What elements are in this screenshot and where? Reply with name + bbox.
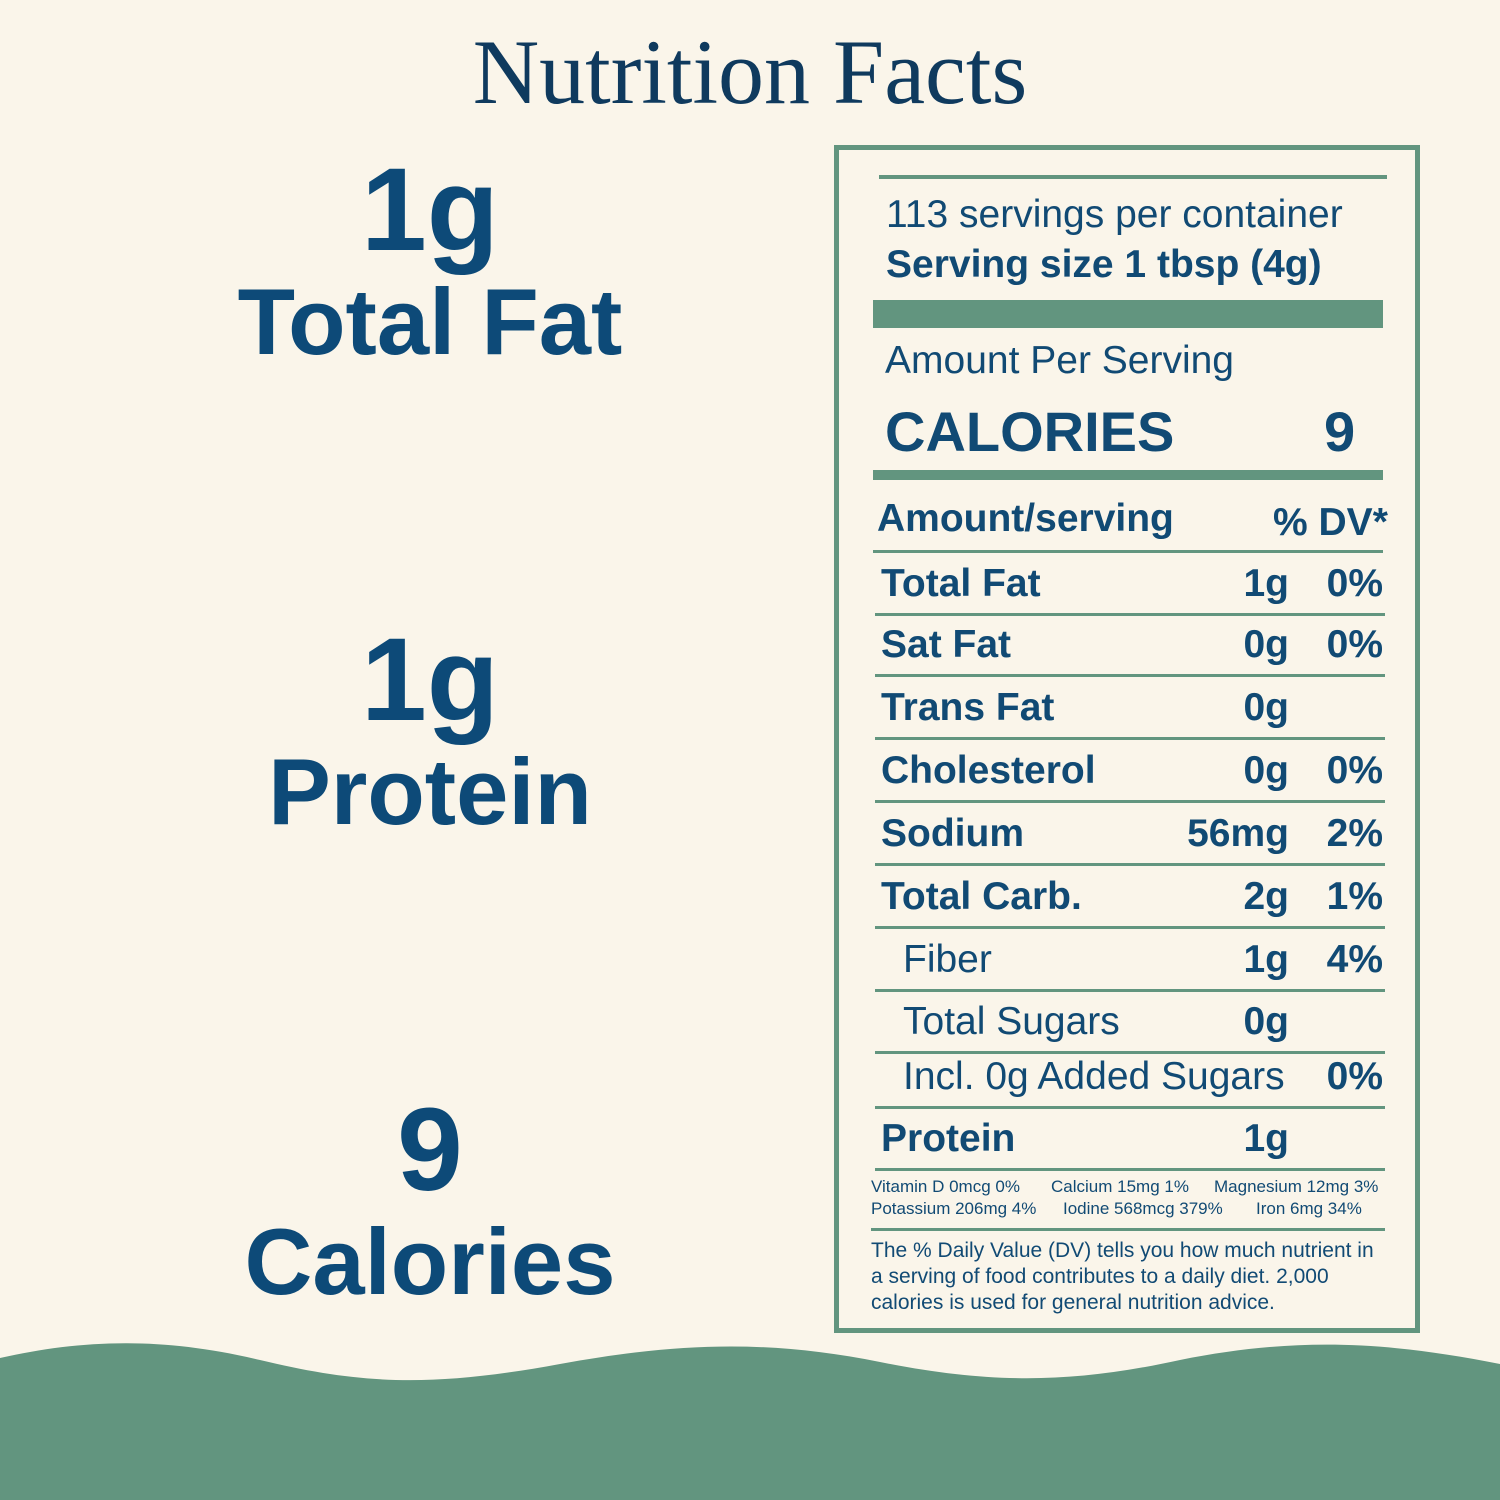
- nutrient-row-added-sugars: Incl. 0g Added Sugars 0%: [875, 1048, 1385, 1109]
- calories-label: CALORIES: [885, 400, 1175, 463]
- calcium: Calcium 15mg 1%: [1051, 1177, 1189, 1196]
- nutrient-amount: 1g: [1243, 1117, 1289, 1160]
- nutrient-dv: 0%: [1326, 562, 1383, 605]
- nutrient-dv: 0%: [1326, 623, 1383, 666]
- nutrient-row-cholesterol: Cholesterol 0g 0%: [875, 742, 1385, 803]
- footnote-rule: [871, 1228, 1385, 1231]
- highlight-calories: 9 Calories: [130, 1090, 730, 1314]
- nutrient-amount: 0g: [1243, 749, 1289, 792]
- column-header-amount: Amount/serving: [877, 497, 1174, 540]
- highlight-total-fat: 1g Total Fat: [130, 150, 730, 374]
- nutrient-dv: 0%: [1326, 749, 1383, 792]
- highlight-protein: 1g Protein: [130, 620, 730, 844]
- nutrient-name: Cholesterol: [881, 749, 1096, 792]
- servings-per-container: 113 servings per container: [886, 193, 1343, 236]
- nutrient-name: Sodium: [881, 812, 1024, 855]
- header-rule: [873, 550, 1383, 553]
- nutrient-name: Total Carb.: [881, 875, 1082, 918]
- vitamin-d: Vitamin D 0mcg 0%: [871, 1177, 1020, 1196]
- nutrient-dv: 4%: [1326, 938, 1383, 981]
- nutrient-amount: 56mg: [1187, 812, 1289, 855]
- daily-value-footnote: The % Daily Value (DV) tells you how muc…: [871, 1239, 1374, 1314]
- thick-rule: [873, 300, 1383, 328]
- nutrient-name: Total Fat: [881, 562, 1041, 605]
- iodine: Iodine 568mcg 379%: [1063, 1199, 1223, 1218]
- nutrient-amount: 1g: [1243, 938, 1289, 981]
- nutrient-row-total-fat: Total Fat 1g 0%: [875, 555, 1385, 616]
- nutrient-row-sodium: Sodium 56mg 2%: [875, 805, 1385, 866]
- nutrient-dv: 2%: [1326, 812, 1383, 855]
- nutrient-amount: 0g: [1243, 686, 1289, 729]
- nutrient-amount: 1g: [1243, 562, 1289, 605]
- nutrient-row-trans-fat: Trans Fat 0g: [875, 679, 1385, 740]
- nutrition-label-panel: 113 servings per container Serving size …: [834, 145, 1420, 1333]
- column-header-dv: % DV*: [1273, 501, 1388, 544]
- highlight-value: 1g: [361, 144, 499, 276]
- nutrient-row-sat-fat: Sat Fat 0g 0%: [875, 616, 1385, 677]
- nutrient-name: Incl. 0g Added Sugars: [903, 1055, 1285, 1098]
- nutrient-name: Trans Fat: [881, 686, 1055, 729]
- highlight-value: 9: [397, 1084, 463, 1216]
- top-rule: [879, 175, 1387, 179]
- magnesium: Magnesium 12mg 3%: [1214, 1177, 1379, 1196]
- nutrient-amount: 0g: [1243, 623, 1289, 666]
- decorative-wave: [0, 1343, 1500, 1500]
- page-title: Nutrition Facts: [472, 21, 1028, 123]
- highlight-label: Total Fat: [237, 269, 623, 374]
- nutrient-amount: 2g: [1243, 875, 1289, 918]
- amount-per-serving: Amount Per Serving: [885, 339, 1235, 382]
- nutrient-dv: 0%: [1326, 1055, 1383, 1098]
- nutrient-dv: 1%: [1326, 875, 1383, 918]
- nutrient-row-protein: Protein 1g: [875, 1110, 1385, 1171]
- nutrient-row-total-carb: Total Carb. 2g 1%: [875, 868, 1385, 929]
- nutrient-row-fiber: Fiber 1g 4%: [875, 931, 1385, 992]
- serving-size: Serving size 1 tbsp (4g): [886, 243, 1322, 286]
- iron: Iron 6mg 34%: [1256, 1199, 1362, 1218]
- vitamins-minerals: Vitamin D 0mcg 0% Calcium 15mg 1% Magnes…: [871, 1176, 1391, 1220]
- nutrient-row-total-sugars: Total Sugars 0g: [875, 993, 1385, 1054]
- nutrient-amount: 0g: [1243, 1000, 1289, 1043]
- nutrient-name: Total Sugars: [903, 1000, 1120, 1043]
- medium-rule: [873, 470, 1383, 480]
- nutrient-name: Sat Fat: [881, 623, 1012, 666]
- nutrient-name: Protein: [881, 1117, 1016, 1160]
- highlight-label: Calories: [244, 1209, 616, 1314]
- highlight-value: 1g: [361, 614, 499, 746]
- calories-value: 9: [1324, 400, 1356, 463]
- highlight-label: Protein: [268, 739, 592, 844]
- nutrient-name: Fiber: [903, 938, 992, 981]
- potassium: Potassium 206mg 4%: [871, 1199, 1037, 1218]
